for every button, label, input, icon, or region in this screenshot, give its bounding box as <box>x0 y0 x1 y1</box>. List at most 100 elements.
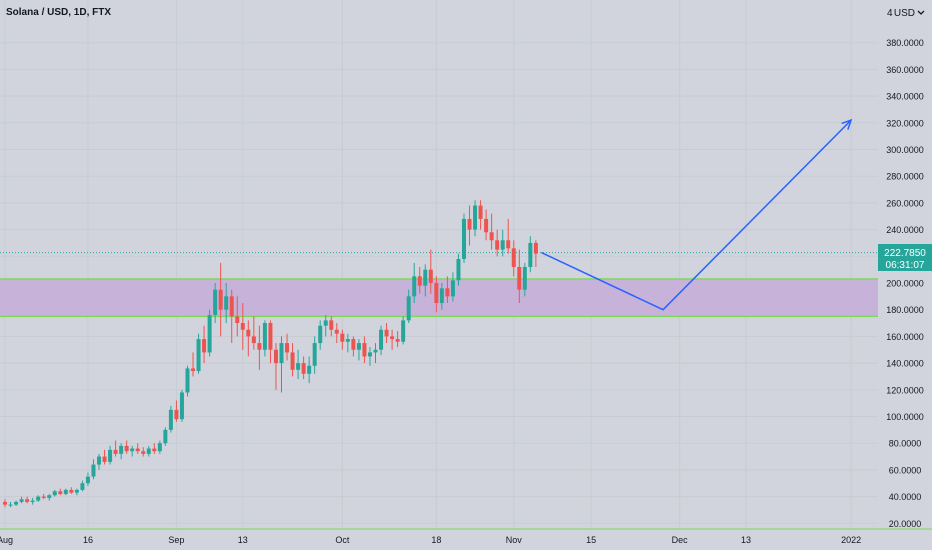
candle <box>63 488 68 496</box>
price-tick-label: 240.0000 <box>886 225 924 235</box>
candle <box>196 333 201 374</box>
candle-body <box>329 320 334 330</box>
candle-body <box>517 266 522 290</box>
candle <box>174 400 179 422</box>
candle-body <box>102 456 107 462</box>
candle-body <box>218 289 223 310</box>
candle <box>461 213 466 263</box>
candle-body <box>108 449 113 462</box>
candle-body <box>157 443 162 452</box>
price-tick-label: 120.0000 <box>886 385 924 395</box>
candle-body <box>52 491 57 496</box>
candle-body <box>373 349 378 353</box>
candle <box>412 262 417 304</box>
candle <box>323 315 328 337</box>
candle-body <box>417 276 422 286</box>
candle-body <box>224 296 229 310</box>
candle <box>185 365 190 397</box>
price-badge-countdown: 06:31:07 <box>886 260 925 271</box>
symbol-title: Solana / USD, 1D, FTX <box>6 7 111 18</box>
chevron-down-icon[interactable] <box>917 10 925 15</box>
candle <box>439 283 444 310</box>
time-tick-label: 2022 <box>841 535 861 545</box>
candle <box>41 493 46 500</box>
candle <box>25 496 30 504</box>
candle <box>379 325 384 356</box>
candle <box>168 405 173 433</box>
price-tick-label: 260.0000 <box>886 198 924 208</box>
candle <box>251 316 256 350</box>
candle-body <box>301 363 306 374</box>
candle <box>135 443 140 454</box>
projection-path <box>541 118 853 311</box>
candle-body <box>412 276 417 297</box>
candle-body <box>113 449 118 454</box>
candles <box>3 200 538 508</box>
price-axis-background <box>878 0 932 550</box>
price-tick-label: 160.0000 <box>886 332 924 342</box>
candle <box>506 218 511 254</box>
candle-body <box>80 483 85 490</box>
candle-body <box>152 448 157 452</box>
candle-body <box>273 349 278 364</box>
candle-body <box>30 500 35 502</box>
candle <box>450 272 455 302</box>
candle-body <box>63 489 68 494</box>
candle-body <box>85 476 90 484</box>
candle <box>113 440 118 457</box>
price-axis-partial-label: 4 <box>887 8 893 19</box>
candle-body <box>533 242 538 254</box>
candle <box>362 336 367 364</box>
candle <box>307 356 312 384</box>
candle-body <box>495 240 500 250</box>
price-tick-label: 100.0000 <box>886 412 924 422</box>
currency-label: USD <box>894 8 915 19</box>
price-tick-label: 20.0000 <box>889 519 922 529</box>
candle <box>340 329 345 350</box>
candle-body <box>19 499 24 502</box>
candle-body <box>307 365 312 374</box>
candle <box>495 229 500 257</box>
candle <box>285 333 290 361</box>
candle-body <box>401 320 406 342</box>
candle-body <box>467 218 472 230</box>
candle-body <box>163 429 168 444</box>
candle-body <box>279 343 284 364</box>
support-zone <box>0 278 878 318</box>
candle <box>522 262 527 297</box>
candle-body <box>257 343 262 350</box>
candle-body <box>312 343 317 366</box>
candle <box>36 495 41 502</box>
candle <box>268 320 273 364</box>
candle-body <box>528 242 533 267</box>
candle-body <box>8 504 13 506</box>
projection-line <box>541 119 852 311</box>
price-axis: 20.0000 40.0000 60.0000 80.0000 100.0000 120.… <box>878 0 932 550</box>
time-tick-label: Dec <box>672 535 689 545</box>
candle <box>19 496 24 504</box>
candle-body <box>445 288 450 297</box>
candle-body <box>362 343 367 357</box>
price-tick-label: 140.0000 <box>886 359 924 369</box>
candle <box>52 489 57 497</box>
candle <box>500 229 505 257</box>
candle <box>124 440 129 454</box>
candle <box>157 440 162 454</box>
candle-body <box>207 315 212 353</box>
time-tick-label: 18 <box>431 535 441 545</box>
price-tick-label: 320.0000 <box>886 118 924 128</box>
candle-body <box>384 329 389 337</box>
candle <box>213 283 218 324</box>
candle <box>273 343 278 390</box>
candle-body <box>213 289 218 316</box>
candle <box>329 316 334 337</box>
candle-body <box>428 269 433 283</box>
price-badge-box <box>878 244 932 271</box>
candle-body <box>191 368 196 372</box>
candle <box>290 343 295 377</box>
candle-body <box>58 491 63 494</box>
time-tick-label: 13 <box>741 535 751 545</box>
price-tick-label: 380.0000 <box>886 38 924 48</box>
candle <box>80 480 85 492</box>
